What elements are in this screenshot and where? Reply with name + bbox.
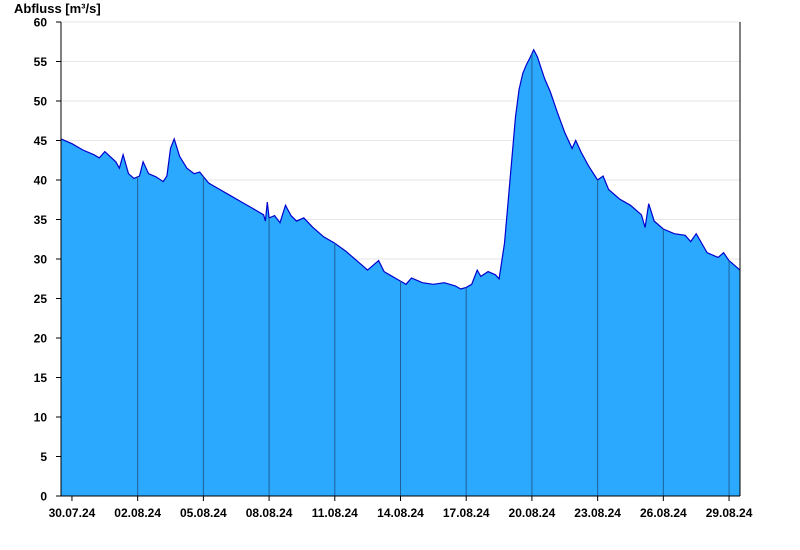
y-tick-label: 30 — [34, 253, 48, 267]
y-tick-label: 15 — [34, 371, 48, 385]
y-axis-ticks: 0 5 10 15 20 25 30 35 40 45 50 55 60 — [34, 16, 61, 504]
discharge-line — [60, 48, 741, 290]
x-tick-label: 08.08.24 — [246, 506, 293, 520]
x-tick-label: 26.08.24 — [640, 506, 687, 520]
y-tick-label: 20 — [34, 332, 48, 346]
date-separator-lines — [137, 53, 730, 496]
y-tick-label: 25 — [34, 292, 48, 306]
y-tick-label: 55 — [34, 55, 48, 69]
y-tick-label: 60 — [34, 16, 48, 30]
y-tick-label: 0 — [40, 490, 47, 504]
y-tick-label: 40 — [34, 174, 48, 188]
x-tick-label: 05.08.24 — [180, 506, 227, 520]
x-tick-label: 17.08.24 — [443, 506, 490, 520]
x-tick-label: 23.08.24 — [574, 506, 621, 520]
x-tick-label: 20.08.24 — [509, 506, 556, 520]
y-tick-label: 50 — [34, 95, 48, 109]
y-tick-label: 5 — [40, 450, 47, 464]
y-tick-label: 45 — [34, 134, 48, 148]
discharge-area — [61, 49, 740, 496]
x-tick-label: 02.08.24 — [114, 506, 161, 520]
x-tick-label: 29.08.24 — [706, 506, 753, 520]
y-tick-label: 35 — [34, 213, 48, 227]
y-axis-label: Abfluss [m³/s] — [14, 1, 101, 16]
x-axis-ticks: 30.07.24 02.08.24 05.08.24 08.08.24 11.08.24… — [49, 496, 753, 520]
y-tick-label: 10 — [34, 411, 48, 425]
x-tick-label: 11.08.24 — [312, 506, 358, 520]
x-tick-label: 14.08.24 — [377, 506, 424, 520]
x-tick-label: 30.07.24 — [49, 506, 96, 520]
